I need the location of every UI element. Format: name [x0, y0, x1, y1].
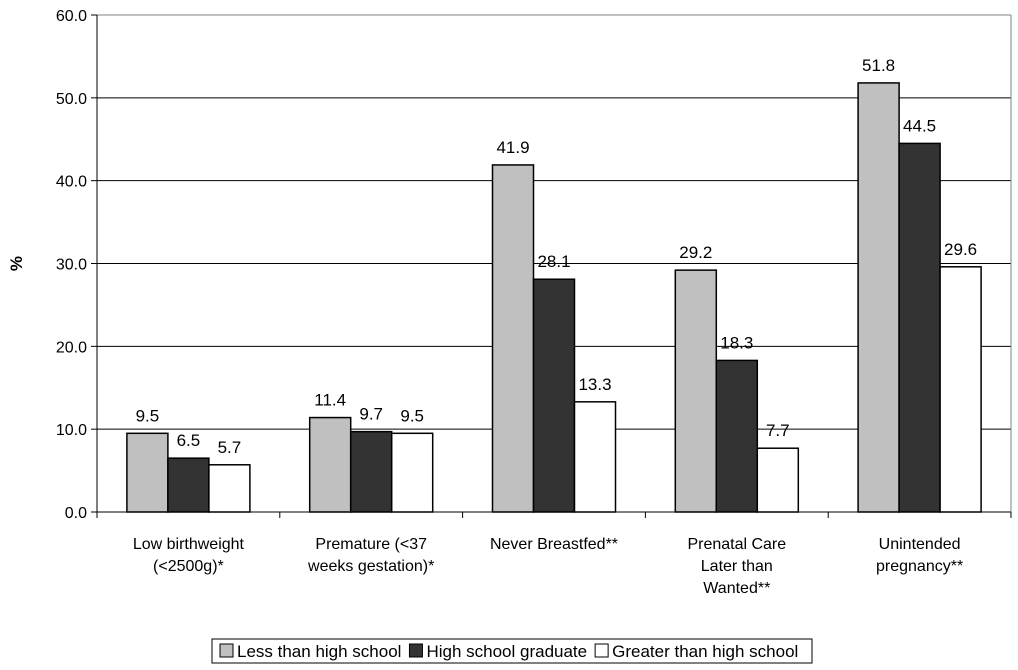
y-tick-label: 50.0 — [56, 91, 87, 108]
y-tick-label: 30.0 — [56, 257, 87, 274]
category-label: Never Breastfed** — [490, 536, 618, 553]
bar — [756, 447, 800, 513]
data-label: 29.6 — [944, 240, 977, 259]
bar — [532, 278, 576, 513]
y-tick-label: 0.0 — [65, 505, 87, 522]
category-label: Later than — [701, 558, 773, 575]
data-label: 13.3 — [578, 375, 611, 394]
data-label: 7.7 — [766, 421, 790, 440]
data-label: 29.2 — [679, 243, 712, 262]
y-tick-label: 60.0 — [56, 8, 87, 25]
legend-entry: High school graduate — [426, 642, 587, 661]
bar — [674, 269, 718, 513]
data-label: 9.7 — [359, 405, 383, 424]
category-label: Prenatal Care — [687, 536, 786, 553]
bar — [573, 401, 617, 513]
legend-swatch — [219, 643, 234, 658]
data-label: 18.3 — [720, 333, 753, 352]
category-label: pregnancy** — [876, 558, 963, 575]
data-label: 44.5 — [903, 116, 936, 135]
legend-entry: Greater than high school — [612, 642, 798, 661]
bar — [126, 432, 169, 513]
data-label: 5.7 — [218, 438, 242, 457]
bar — [390, 432, 434, 513]
bar — [349, 430, 393, 513]
category-label: weeks gestation)* — [307, 558, 434, 575]
category-label: (<2500g)* — [153, 558, 224, 575]
bar — [898, 142, 941, 513]
legend-swatch — [594, 643, 609, 658]
category-label: Low birthweight — [133, 536, 245, 553]
bar — [167, 457, 210, 513]
data-label: 6.5 — [177, 431, 201, 450]
data-label: 28.1 — [537, 252, 570, 271]
bar — [208, 464, 251, 513]
y-tick-label: 10.0 — [56, 422, 87, 439]
legend-entry: Less than high school — [237, 642, 401, 661]
bar — [491, 164, 535, 513]
legend-swatch — [408, 643, 423, 658]
bar — [308, 416, 352, 513]
data-label: 11.4 — [314, 391, 346, 410]
data-label: 9.5 — [136, 406, 160, 425]
category-label: Wanted** — [703, 580, 770, 597]
data-label: 51.8 — [862, 56, 895, 75]
y-tick-label: 40.0 — [56, 174, 87, 191]
legend-box — [211, 638, 813, 664]
data-label: 41.9 — [496, 138, 529, 157]
bar — [715, 359, 759, 513]
y-tick-label: 20.0 — [56, 339, 87, 356]
category-label: Unintended — [879, 536, 961, 553]
bar — [939, 266, 982, 513]
category-label: Premature (<37 — [315, 536, 427, 553]
data-label: 9.5 — [400, 406, 424, 425]
y-axis-label: % — [7, 256, 26, 271]
bar — [857, 82, 900, 513]
